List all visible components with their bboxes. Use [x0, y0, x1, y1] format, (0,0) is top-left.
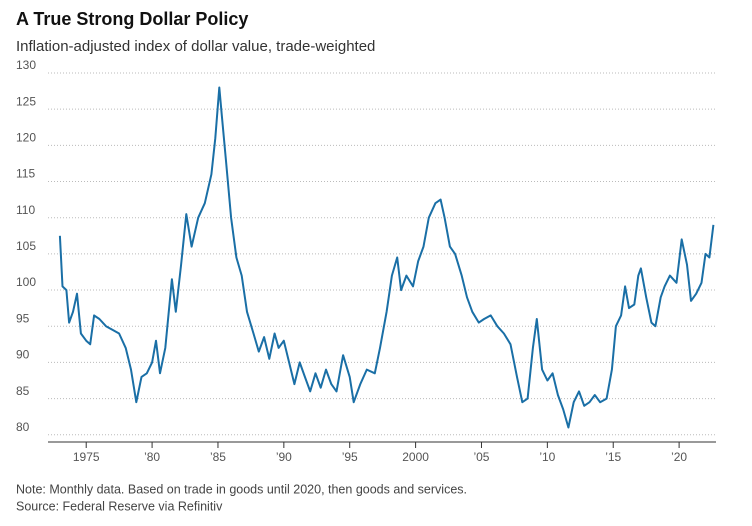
y-tick-label: 130 [16, 58, 36, 72]
x-tick-label: 2000 [402, 450, 429, 464]
chart-title: A True Strong Dollar Policy [16, 9, 248, 29]
x-tick-label: 1975 [73, 450, 100, 464]
y-tick-label: 90 [16, 348, 30, 362]
chart-subtitle: Inflation-adjusted index of dollar value… [16, 38, 375, 55]
x-tick-label: ’05 [473, 450, 489, 464]
x-tick-label: ’90 [276, 450, 292, 464]
x-tick-label: ’20 [671, 450, 687, 464]
y-tick-label: 125 [16, 94, 36, 108]
x-tick-label: ’15 [605, 450, 621, 464]
y-tick-label: 120 [16, 131, 36, 145]
y-tick-label: 110 [16, 203, 35, 217]
x-tick-label: ’80 [144, 450, 160, 464]
y-tick-label: 105 [16, 239, 36, 253]
note: Note: Monthly data. Based on trade in go… [16, 482, 467, 496]
y-tick-label: 95 [16, 311, 30, 325]
x-tick-label: ’10 [539, 450, 555, 464]
x-tick-label: ’85 [210, 450, 226, 464]
source: Source: Federal Reserve via Refinitiv [16, 499, 223, 513]
x-tick-label: ’95 [342, 450, 358, 464]
data-line [58, 86, 715, 429]
y-tick-label: 115 [16, 167, 35, 181]
y-tick-label: 85 [16, 384, 30, 398]
y-tick-label: 100 [16, 275, 36, 289]
y-tick-label: 80 [16, 420, 30, 434]
